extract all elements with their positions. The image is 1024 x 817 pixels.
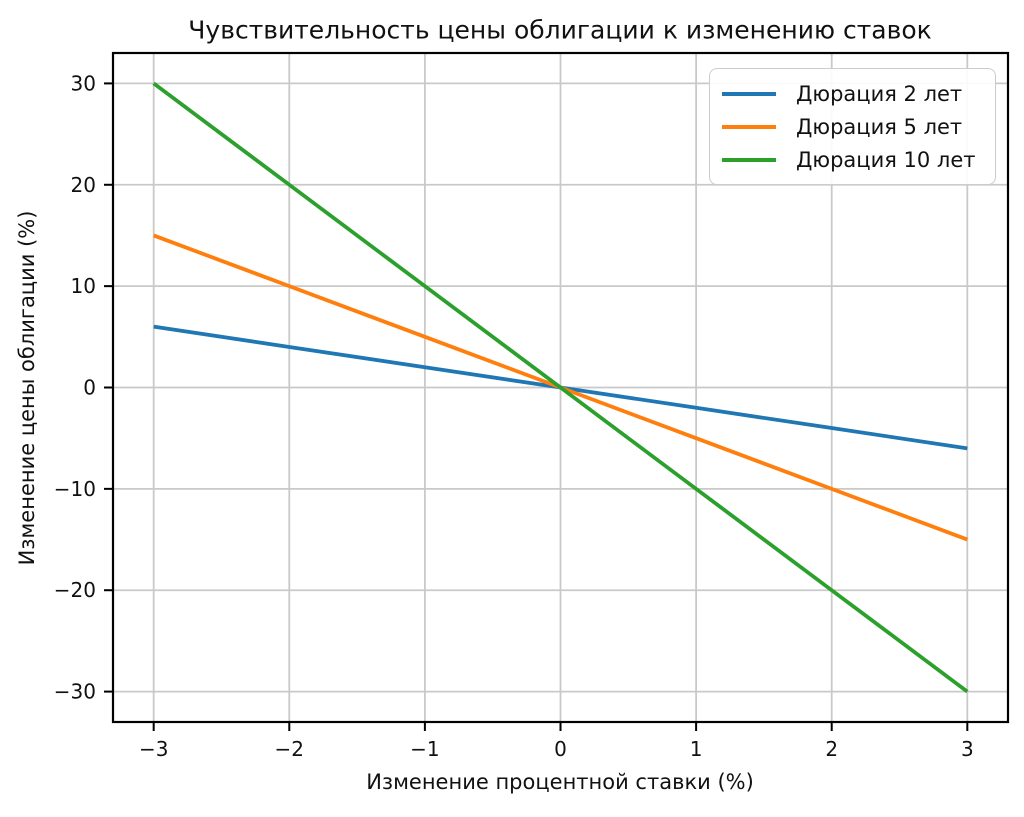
legend-item: Дюрация 2 лет [722,82,983,106]
x-axis-label: Изменение процентной ставки (%) [366,770,754,794]
legend-swatch-duration-10 [722,157,776,162]
x-tick-label: −2 [275,737,304,761]
legend: Дюрация 2 лет Дюрация 5 лет Дюрация 10 л… [709,68,996,185]
y-tick-label: 20 [71,173,96,197]
legend-swatch-duration-2 [722,91,776,96]
legend-label: Дюрация 2 лет [796,81,963,106]
y-tick-label: 10 [71,274,96,298]
series-line-2 [152,81,969,694]
legend-item: Дюрация 5 лет [722,115,983,139]
x-tick-label: −1 [410,737,439,761]
x-tick-label: 0 [554,737,567,761]
x-tick-label: −3 [139,737,168,761]
legend-label: Дюрация 10 лет [796,147,976,172]
y-tick-label: −10 [54,477,96,501]
legend-swatch-duration-5 [722,124,776,129]
y-tick-label: −30 [54,680,96,704]
chart-title: Чувствительность цены облигации к измене… [188,15,932,45]
x-tick-label: 2 [825,737,838,761]
x-tick-label: 1 [690,737,703,761]
legend-label: Дюрация 5 лет [796,114,963,139]
legend-item: Дюрация 10 лет [722,148,983,172]
x-tick-label: 3 [961,737,974,761]
y-tick-label: 0 [83,376,96,400]
y-axis-label: Изменение цены облигации (%) [15,210,39,566]
y-tick-label: −20 [54,578,96,602]
y-tick-label: 30 [71,71,96,95]
